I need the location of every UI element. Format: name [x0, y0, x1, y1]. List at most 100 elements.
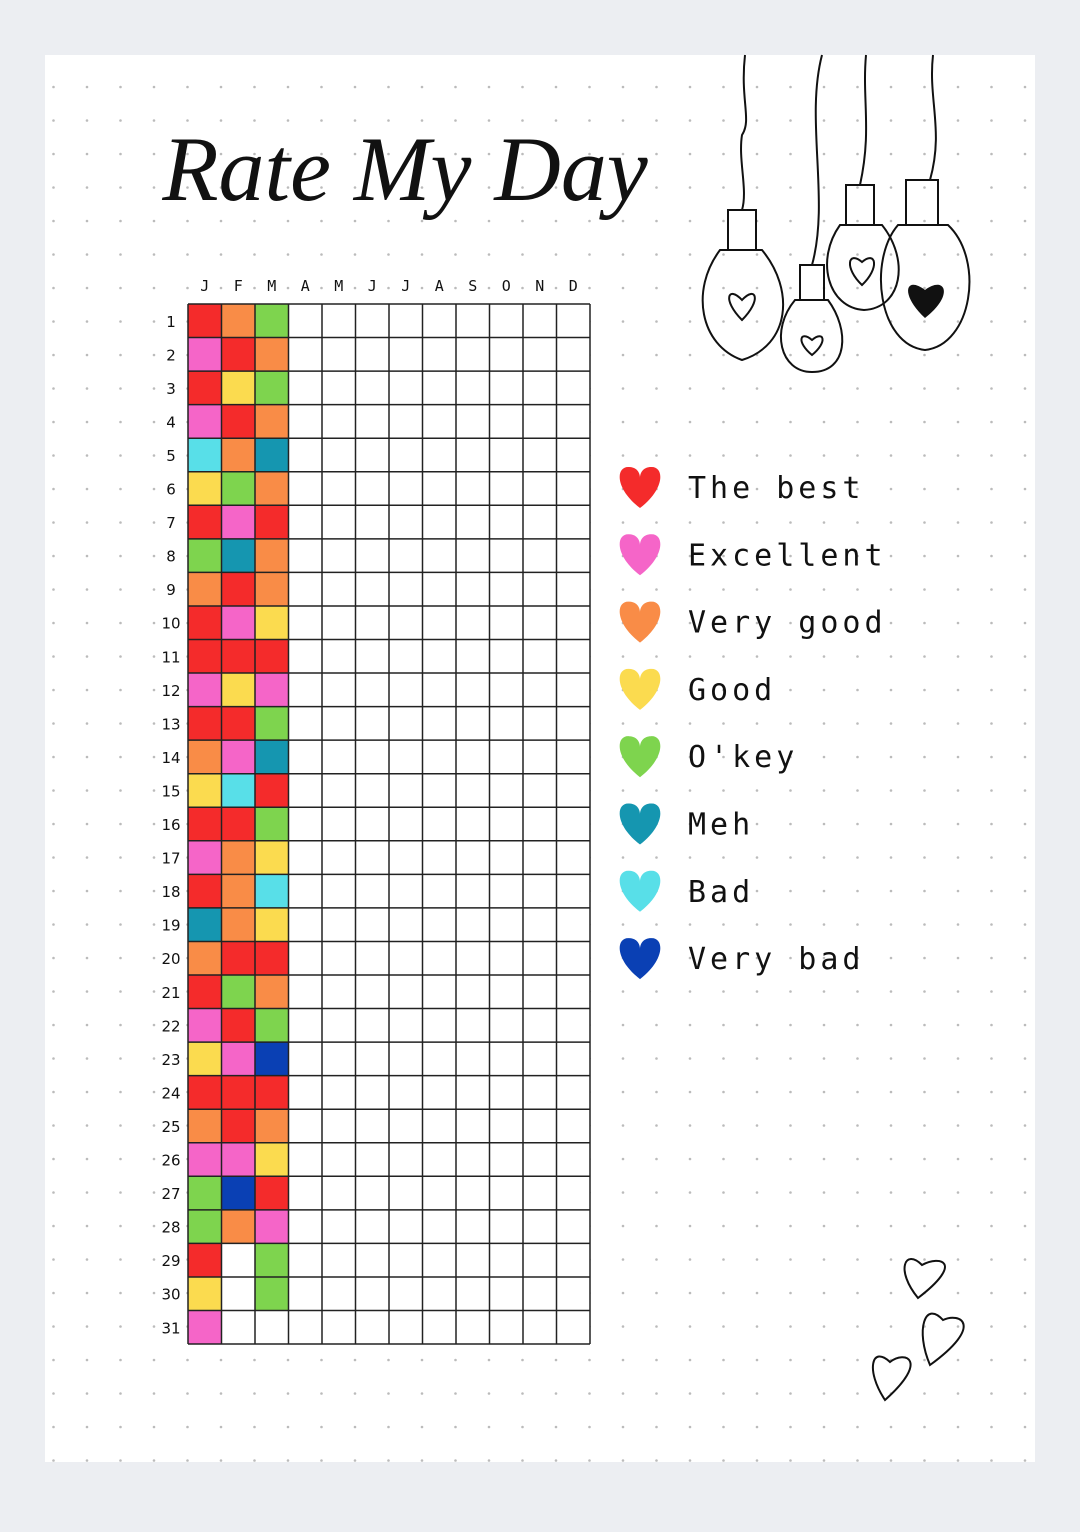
rating-cell: [221, 605, 255, 640]
rating-cell: [255, 337, 289, 372]
legend-label: Meh: [688, 808, 754, 843]
rating-cell: [221, 1109, 255, 1143]
legend-heart: [619, 668, 661, 710]
rating-cell: [188, 840, 222, 875]
day-label: 30: [161, 1286, 180, 1304]
rating-cell: [255, 639, 289, 674]
rating-cell: [255, 1142, 289, 1177]
rating-cell: [188, 1142, 222, 1177]
legend-heart: [619, 601, 661, 643]
day-label: 28: [161, 1219, 180, 1237]
rating-cell: [255, 874, 289, 908]
month-label: M: [334, 277, 343, 295]
month-label: A: [435, 277, 444, 295]
day-label: 15: [161, 782, 180, 800]
rating-cell: [221, 941, 255, 975]
legend-label: Very good: [688, 606, 887, 641]
rating-cell: [221, 572, 255, 606]
day-label: 31: [161, 1319, 180, 1337]
rating-cell: [188, 538, 222, 573]
rating-cell: [255, 840, 289, 875]
day-label: 5: [166, 447, 176, 465]
rating-cell: [188, 404, 222, 439]
rating-cell: [221, 471, 255, 506]
rating-cell: [255, 673, 289, 707]
rating-cell: [255, 605, 289, 640]
day-label: 17: [161, 850, 180, 868]
legend-label: The best: [688, 471, 865, 506]
rating-cell: [188, 337, 222, 372]
title: Rate My Day: [161, 118, 648, 220]
rating-cell: [188, 505, 222, 539]
day-label: 21: [161, 984, 180, 1002]
rating-cell: [255, 1243, 289, 1277]
day-label: 18: [161, 883, 180, 901]
legend-heart: [619, 736, 661, 778]
rating-cell: [255, 505, 289, 539]
rating-cell: [221, 1075, 255, 1110]
rating-cell: [221, 706, 255, 741]
month-label: J: [368, 277, 377, 295]
day-label: 26: [161, 1152, 180, 1170]
legend-label: Bad: [688, 875, 754, 910]
rating-cell: [221, 371, 255, 405]
rating-cell: [255, 1008, 289, 1043]
day-label: 24: [161, 1084, 180, 1102]
legend-label: Excellent: [688, 538, 887, 573]
month-label: F: [234, 277, 243, 295]
day-label: 8: [166, 548, 176, 566]
legend-heart: [619, 534, 661, 576]
rating-cell: [221, 1209, 255, 1244]
day-label: 12: [161, 682, 180, 700]
rating-cell: [221, 1042, 255, 1076]
rating-cell: [255, 572, 289, 606]
rating-cell: [221, 1008, 255, 1043]
rating-cell: [255, 404, 289, 439]
rating-cell: [255, 1075, 289, 1110]
rating-cell: [255, 471, 289, 506]
day-label: 27: [161, 1185, 180, 1203]
rating-cell: [188, 673, 222, 707]
rating-cell: [188, 1276, 222, 1311]
day-label: 10: [161, 615, 180, 633]
rating-cell: [255, 740, 289, 774]
rating-cell: [255, 538, 289, 573]
month-label: M: [267, 277, 276, 295]
rating-cell: [255, 1276, 289, 1311]
month-label: N: [535, 277, 544, 295]
rating-cell: [188, 572, 222, 606]
day-label: 6: [166, 481, 176, 499]
month-label: O: [502, 277, 511, 295]
legend-heart: [619, 870, 661, 912]
rating-cell: [221, 773, 255, 808]
rating-cell: [221, 304, 255, 338]
rating-cell: [188, 605, 222, 640]
rating-cell: [188, 975, 222, 1009]
legend-label: Good: [688, 673, 776, 708]
rating-cell: [221, 740, 255, 774]
rating-cell: [188, 1042, 222, 1076]
bulbs-decoration: [701, 54, 971, 374]
rating-cell: [188, 1075, 222, 1110]
rating-cell: [188, 471, 222, 506]
day-label: 4: [166, 413, 176, 431]
day-label: 22: [161, 1017, 180, 1035]
rating-cell: [255, 304, 289, 338]
day-label: 29: [161, 1252, 180, 1270]
legend-label: O'key: [688, 740, 798, 775]
rating-cell: [188, 371, 222, 405]
rating-cell: [221, 1176, 255, 1210]
rating-cell: [221, 639, 255, 674]
rating-cell: [188, 874, 222, 908]
rating-cell: [188, 1243, 222, 1277]
day-label: 19: [161, 917, 180, 935]
legend-label: Very bad: [688, 942, 865, 977]
day-label: 23: [161, 1051, 180, 1069]
rating-cell: [188, 1209, 222, 1244]
rating-cell: [188, 639, 222, 674]
rating-cell: [188, 706, 222, 741]
rating-cell: [221, 673, 255, 707]
day-label: 9: [166, 581, 176, 599]
rating-cell: [188, 438, 222, 472]
